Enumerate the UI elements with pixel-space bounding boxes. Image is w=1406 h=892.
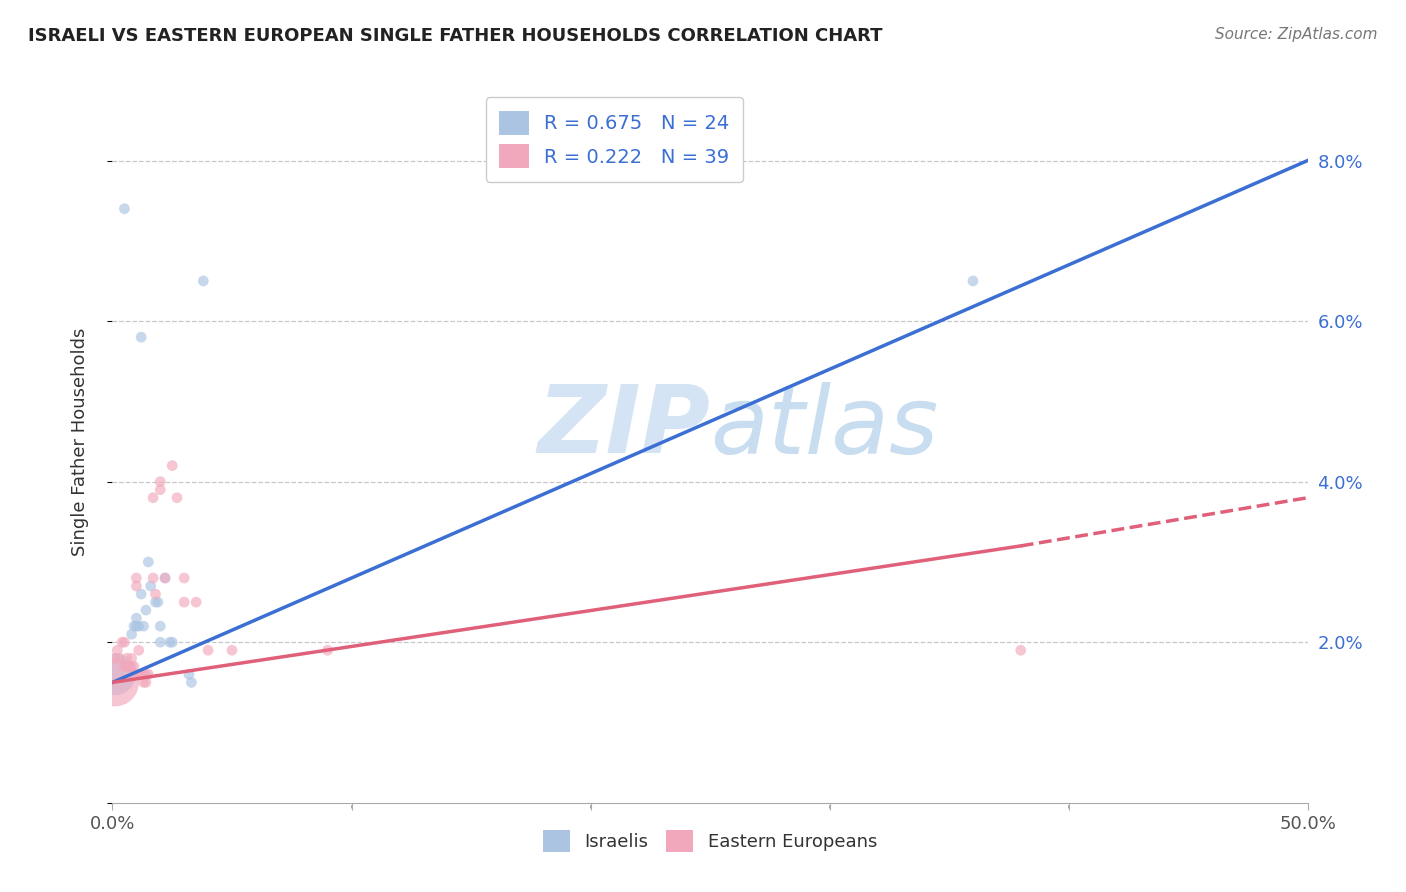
Point: [125, 579, 148, 593]
Point: [121, 659, 143, 673]
Point: [125, 571, 148, 585]
Point: [118, 659, 141, 673]
Point: [162, 458, 183, 473]
Point: [177, 667, 200, 681]
Point: [162, 635, 183, 649]
Point: [114, 202, 135, 216]
Point: [132, 667, 155, 681]
Point: [193, 274, 215, 288]
Point: [135, 675, 157, 690]
Point: [104, 667, 127, 681]
Point: [145, 587, 167, 601]
Point: [132, 675, 155, 690]
Point: [173, 595, 195, 609]
Text: Source: ZipAtlas.com: Source: ZipAtlas.com: [1215, 27, 1378, 42]
Point: [146, 595, 169, 609]
Text: atlas: atlas: [710, 382, 938, 473]
Point: [128, 667, 150, 681]
Point: [186, 595, 208, 609]
Point: [173, 571, 195, 585]
Point: [149, 483, 172, 497]
Point: [125, 619, 148, 633]
Text: ISRAELI VS EASTERN EUROPEAN SINGLE FATHER HOUSEHOLDS CORRELATION CHART: ISRAELI VS EASTERN EUROPEAN SINGLE FATHE…: [28, 27, 883, 45]
Point: [138, 667, 160, 681]
Point: [153, 571, 176, 585]
Point: [115, 659, 138, 673]
Point: [129, 667, 152, 681]
Point: [115, 651, 138, 665]
Point: [129, 587, 152, 601]
Point: [104, 651, 127, 665]
Point: [121, 651, 143, 665]
Point: [108, 651, 131, 665]
Point: [962, 274, 984, 288]
Point: [316, 643, 339, 657]
Text: ZIP: ZIP: [537, 381, 710, 473]
Point: [149, 635, 172, 649]
Point: [149, 619, 172, 633]
Point: [114, 659, 135, 673]
Point: [105, 643, 128, 657]
Point: [135, 603, 157, 617]
Point: [132, 619, 155, 633]
Point: [180, 675, 202, 690]
Point: [166, 491, 188, 505]
Point: [121, 627, 143, 641]
Point: [159, 635, 181, 649]
Point: [129, 330, 152, 344]
Point: [125, 611, 148, 625]
Point: [197, 643, 219, 657]
Point: [104, 675, 127, 690]
Point: [122, 659, 145, 673]
Y-axis label: Single Father Households: Single Father Households: [70, 327, 89, 556]
Point: [221, 643, 243, 657]
Point: [128, 643, 150, 657]
Point: [114, 635, 135, 649]
Point: [111, 635, 134, 649]
Legend: Israelis, Eastern Europeans: Israelis, Eastern Europeans: [536, 822, 884, 859]
Point: [1010, 643, 1032, 657]
Point: [153, 571, 176, 585]
Point: [128, 619, 150, 633]
Point: [142, 571, 165, 585]
Point: [145, 595, 167, 609]
Point: [139, 579, 162, 593]
Point: [149, 475, 172, 489]
Point: [135, 667, 157, 681]
Point: [122, 619, 145, 633]
Point: [142, 491, 165, 505]
Point: [138, 555, 160, 569]
Point: [122, 667, 145, 681]
